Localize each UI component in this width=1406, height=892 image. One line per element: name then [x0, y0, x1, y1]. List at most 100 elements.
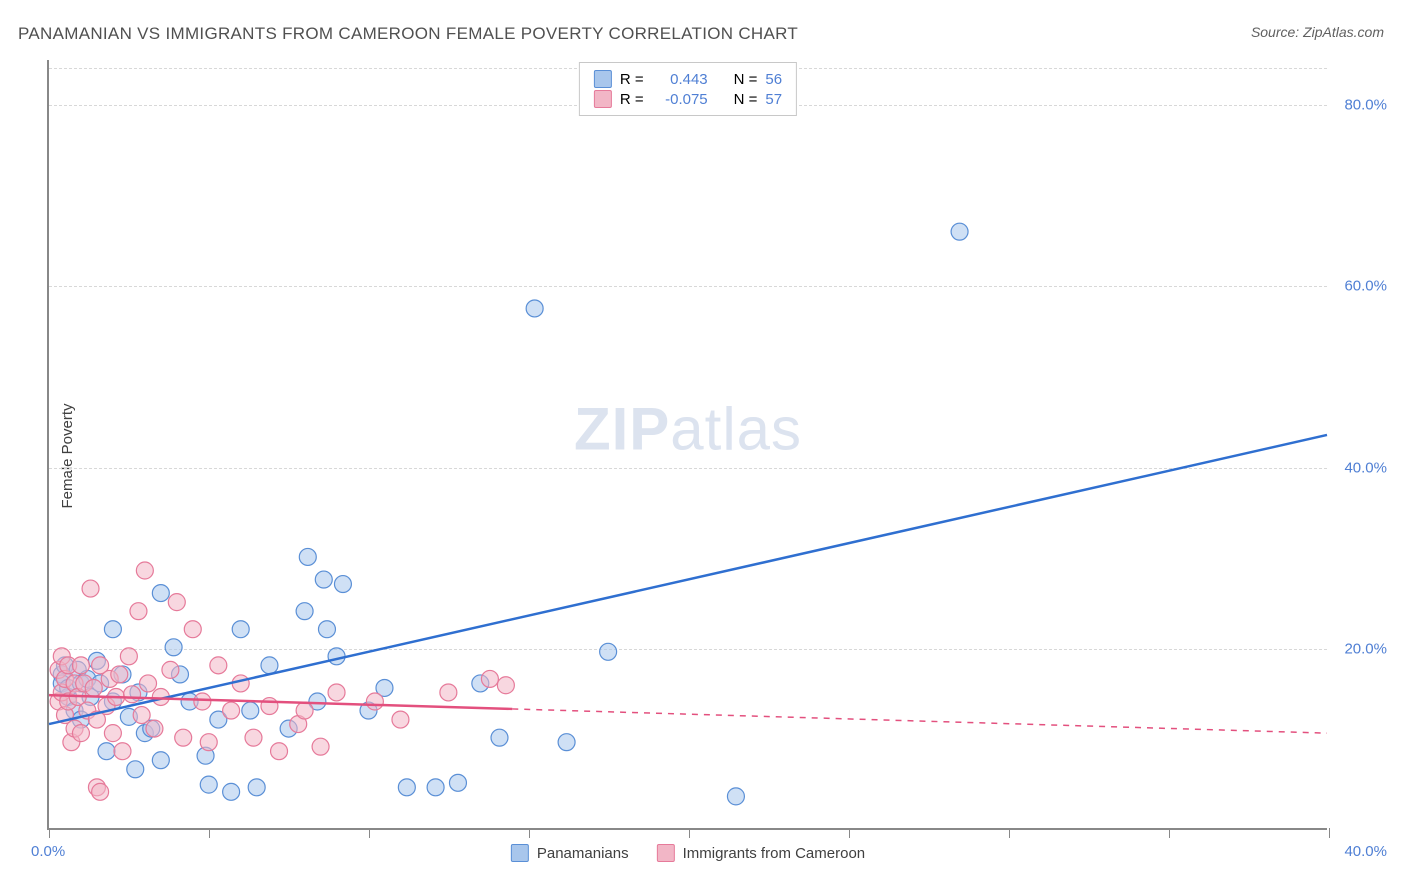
scatter-point	[427, 779, 444, 796]
legend-bottom-swatch-1	[511, 844, 529, 862]
x-tick	[1329, 828, 1330, 838]
x-tick	[1009, 828, 1010, 838]
scatter-point	[312, 738, 329, 755]
scatter-point	[491, 729, 508, 746]
scatter-point	[526, 300, 543, 317]
scatter-point	[162, 661, 179, 678]
scatter-point	[130, 603, 147, 620]
scatter-point	[223, 783, 240, 800]
scatter-point	[124, 686, 141, 703]
scatter-svg	[49, 60, 1327, 828]
legend-item-cameroon: Immigrants from Cameroon	[657, 844, 866, 862]
scatter-point	[165, 639, 182, 656]
scatter-point	[261, 698, 278, 715]
scatter-point	[248, 779, 265, 796]
legend-item-panamanians: Panamanians	[511, 844, 629, 862]
legend-swatch-cameroon	[594, 90, 612, 108]
x-tick	[1169, 828, 1170, 838]
scatter-point	[261, 657, 278, 674]
scatter-point	[146, 720, 163, 737]
scatter-point	[72, 725, 89, 742]
chart-title: PANAMANIAN VS IMMIGRANTS FROM CAMEROON F…	[18, 24, 798, 44]
scatter-point	[242, 702, 259, 719]
scatter-point	[271, 743, 288, 760]
scatter-point	[72, 657, 89, 674]
scatter-point	[449, 774, 466, 791]
scatter-point	[245, 729, 262, 746]
legend-n-label: N =	[734, 71, 758, 88]
legend-bottom-label-1: Panamanians	[537, 845, 629, 862]
scatter-point	[210, 657, 227, 674]
scatter-point	[334, 576, 351, 593]
scatter-point	[440, 684, 457, 701]
scatter-point	[296, 603, 313, 620]
trend-line	[49, 435, 1327, 724]
chart-area: Female Poverty ZIPatlas 20.0%40.0%60.0%8…	[47, 60, 1389, 852]
scatter-point	[328, 648, 345, 665]
scatter-point	[127, 761, 144, 778]
x-axis-max-label: 40.0%	[1344, 843, 1387, 860]
y-tick-label: 60.0%	[1344, 278, 1387, 295]
scatter-point	[140, 675, 157, 692]
scatter-point	[232, 675, 249, 692]
scatter-point	[296, 702, 313, 719]
scatter-point	[315, 571, 332, 588]
scatter-point	[136, 562, 153, 579]
scatter-point	[497, 677, 514, 694]
correlation-legend: R = 0.443 N = 56 R = -0.075 N = 57	[579, 62, 797, 116]
scatter-point	[184, 621, 201, 638]
scatter-point	[299, 548, 316, 565]
scatter-point	[152, 752, 169, 769]
scatter-point	[82, 580, 99, 597]
x-tick	[49, 828, 50, 838]
scatter-point	[114, 743, 131, 760]
scatter-point	[366, 693, 383, 710]
scatter-point	[328, 684, 345, 701]
source-attribution: Source: ZipAtlas.com	[1251, 24, 1384, 40]
scatter-point	[98, 743, 115, 760]
chart-container: PANAMANIAN VS IMMIGRANTS FROM CAMEROON F…	[0, 0, 1406, 892]
scatter-point	[152, 585, 169, 602]
scatter-point	[175, 729, 192, 746]
scatter-point	[92, 783, 109, 800]
x-tick	[369, 828, 370, 838]
x-tick	[209, 828, 210, 838]
scatter-point	[600, 643, 617, 660]
y-tick-label: 40.0%	[1344, 459, 1387, 476]
scatter-point	[111, 666, 128, 683]
legend-swatch-panamanians	[594, 70, 612, 88]
scatter-point	[232, 621, 249, 638]
scatter-point	[200, 734, 217, 751]
scatter-point	[223, 702, 240, 719]
scatter-point	[558, 734, 575, 751]
legend-bottom-swatch-2	[657, 844, 675, 862]
y-tick-label: 20.0%	[1344, 640, 1387, 657]
scatter-point	[200, 776, 217, 793]
x-tick	[849, 828, 850, 838]
scatter-point	[120, 648, 137, 665]
legend-r-value-2: -0.075	[652, 91, 708, 108]
scatter-point	[392, 711, 409, 728]
scatter-point	[398, 779, 415, 796]
scatter-point	[481, 670, 498, 687]
scatter-point	[104, 725, 121, 742]
trend-line-dashed	[512, 709, 1327, 733]
x-tick	[689, 828, 690, 838]
legend-n-label-2: N =	[734, 91, 758, 108]
scatter-point	[133, 707, 150, 724]
legend-bottom-label-2: Immigrants from Cameroon	[683, 845, 866, 862]
scatter-point	[168, 594, 185, 611]
scatter-point	[194, 693, 211, 710]
x-tick	[529, 828, 530, 838]
scatter-point	[951, 223, 968, 240]
legend-n-value-2: 57	[765, 91, 782, 108]
legend-r-label-2: R =	[620, 91, 644, 108]
plot-region: ZIPatlas 20.0%40.0%60.0%80.0% R = 0.443 …	[47, 60, 1327, 830]
x-axis-min-label: 0.0%	[31, 843, 65, 860]
legend-n-value-1: 56	[765, 71, 782, 88]
legend-row-1: R = 0.443 N = 56	[594, 69, 782, 89]
legend-row-2: R = -0.075 N = 57	[594, 89, 782, 109]
y-tick-label: 80.0%	[1344, 97, 1387, 114]
series-legend: Panamanians Immigrants from Cameroon	[511, 844, 865, 862]
scatter-point	[85, 679, 102, 696]
